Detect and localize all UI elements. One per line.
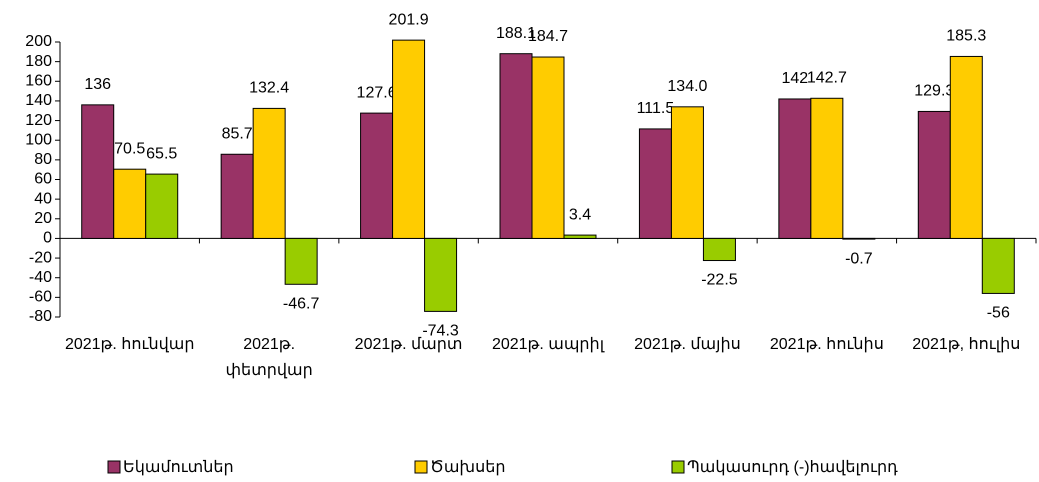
value-label: 127.6 <box>357 84 397 101</box>
value-label: -22.5 <box>701 272 738 289</box>
bar <box>810 97 844 239</box>
y-tick-label: 120 <box>25 112 52 129</box>
bar <box>702 237 736 262</box>
bar <box>563 234 597 239</box>
y-tick-label: 100 <box>25 131 52 148</box>
value-label: -56 <box>987 305 1010 322</box>
value-label: 85.7 <box>222 125 253 142</box>
y-tick-label: 80 <box>34 151 52 168</box>
x-tick-label: 2021թ. փետրվար <box>225 336 313 379</box>
y-tick-label: 40 <box>34 190 52 207</box>
x-tick-label: 2021թ. հունիս <box>769 336 884 353</box>
y-tick-label: 160 <box>25 73 52 90</box>
value-label: 129.3 <box>914 83 954 100</box>
bar <box>392 39 426 239</box>
bar <box>360 112 394 239</box>
bar <box>917 110 951 239</box>
bar <box>145 173 179 239</box>
y-tick-label: 180 <box>25 53 52 70</box>
value-label: 111.5 <box>637 100 675 117</box>
value-label: 65.5 <box>146 145 177 162</box>
bar <box>499 53 533 239</box>
y-tick-label: 60 <box>34 171 52 188</box>
y-tick-label: 140 <box>25 92 52 109</box>
legend-swatch <box>414 460 428 474</box>
bar <box>778 98 812 239</box>
value-label: 201.9 <box>389 11 429 28</box>
bar <box>981 237 1015 294</box>
legend-swatch <box>107 460 121 474</box>
x-tick-label: 2021թ. մարտ <box>354 336 463 353</box>
y-tick-label: 200 <box>25 33 52 50</box>
value-label: 188.1 <box>496 25 536 42</box>
value-label: 132.4 <box>249 80 289 97</box>
bar <box>81 104 115 239</box>
y-tick-label: -40 <box>29 269 52 286</box>
x-tick-label: 2021թ. ապրիլ <box>491 336 605 353</box>
legend-label: Եկամուտներ <box>123 459 234 476</box>
y-tick-label: -20 <box>29 249 52 266</box>
bar <box>113 168 147 239</box>
legend-label: Ծախսեր <box>430 459 506 476</box>
x-tick-label: 2021թ, հուլիս <box>912 336 1021 353</box>
value-label: -74.3 <box>422 323 459 340</box>
x-tick-label: 2021թ. հունվար <box>64 336 195 353</box>
legend-swatch <box>671 460 685 474</box>
y-tick-label: -60 <box>29 289 52 306</box>
value-label: 3.4 <box>569 206 591 223</box>
bar <box>284 237 318 285</box>
value-label: 184.7 <box>528 28 568 45</box>
y-tick-label: -80 <box>29 308 52 325</box>
y-tick-label: 20 <box>34 210 52 227</box>
legend-label: Պակասուրդ (-)հավելուրդ <box>687 459 898 476</box>
value-label: 142.7 <box>807 69 847 86</box>
value-label: 142 <box>782 70 809 87</box>
y-tick-label: 0 <box>43 230 52 247</box>
bar <box>531 56 565 239</box>
value-label: -46.7 <box>283 296 320 313</box>
value-label: -0.7 <box>845 250 873 267</box>
value-label: 185.3 <box>946 28 986 45</box>
bar <box>220 153 254 239</box>
bar <box>670 106 704 239</box>
bar <box>842 237 876 240</box>
value-label: 136 <box>84 76 111 93</box>
bar <box>638 128 672 239</box>
x-tick-label: 2021թ. մայիս <box>634 336 741 353</box>
value-label: 70.5 <box>114 140 145 157</box>
bar <box>424 237 458 312</box>
value-label: 134.0 <box>667 78 707 95</box>
bar <box>949 55 983 239</box>
bar <box>252 107 286 239</box>
